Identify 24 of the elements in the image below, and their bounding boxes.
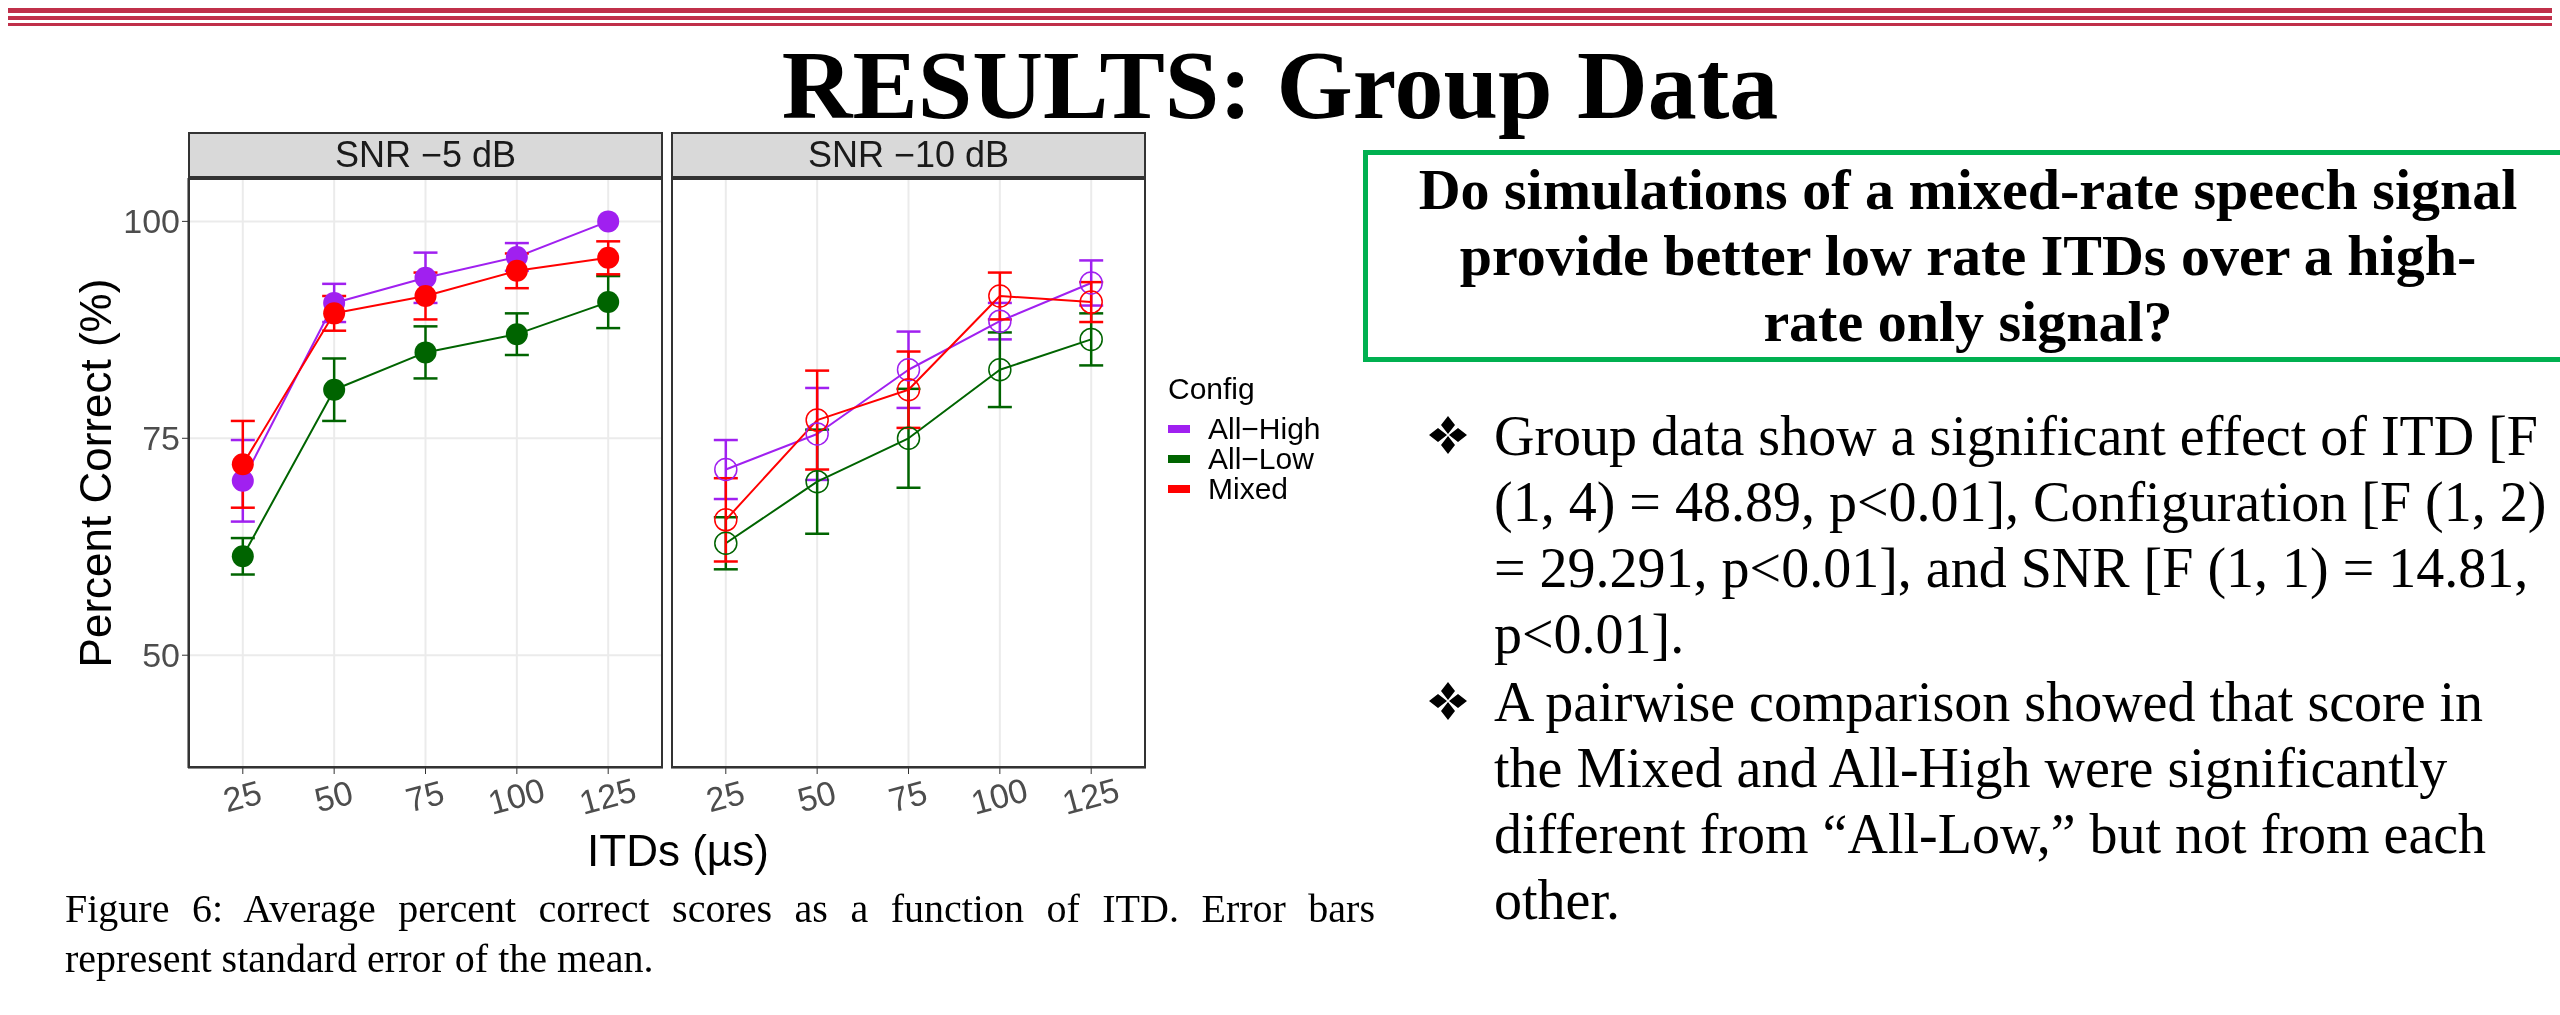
text: Do simulations of a mixed-rate speech signal provide better low rate ITDs over a high-rate only signal?: [1417, 157, 2519, 355]
caption: Figure 6: Average percent correct scores as a function of ITD. Error bars represent standard error of the mean.: [65, 885, 1375, 983]
y-tick-label: 75: [142, 419, 180, 458]
x-tick-label: 50: [793, 772, 840, 820]
x-axis-title: ITDs (µs): [586, 826, 770, 876]
x-tick-label: 75: [401, 772, 449, 820]
chart-title: SNR −5 dB: [188, 132, 663, 178]
text: A pairwise comparison showed that score in the Mixed and All-High were significantly different from “All-Low,” but not from each other.: [1494, 670, 2488, 933]
x-tick-label: 25: [219, 772, 266, 820]
x-tick-label: 100: [484, 770, 549, 822]
x-tick-label: 100: [967, 770, 1032, 822]
x-tick-label: 125: [575, 770, 640, 822]
y-tick-label: 100: [123, 202, 180, 241]
x-tick-label: 25: [702, 772, 749, 820]
y-tick-label: 50: [142, 636, 180, 675]
legend-label: Mixed: [1208, 472, 1289, 505]
x-tick-label: 50: [310, 772, 357, 820]
legend-title: Config: [1168, 372, 1256, 406]
x-tick-label: 75: [884, 772, 932, 820]
y-axis-title: Percent Correct (%): [70, 277, 121, 670]
text: Group data show a significant effect of ITD [F (1, 4) = 48.89, p<0.01], Configuration [F (1, 2) = 29.291, p<0.01], and SNR [F (1, 1) = 14.81, p<0.01].: [1494, 404, 2548, 667]
legend-label: All−High: [1208, 412, 1321, 445]
chart-title: SNR −10 dB: [671, 132, 1146, 178]
x-tick-label: 125: [1058, 770, 1123, 822]
